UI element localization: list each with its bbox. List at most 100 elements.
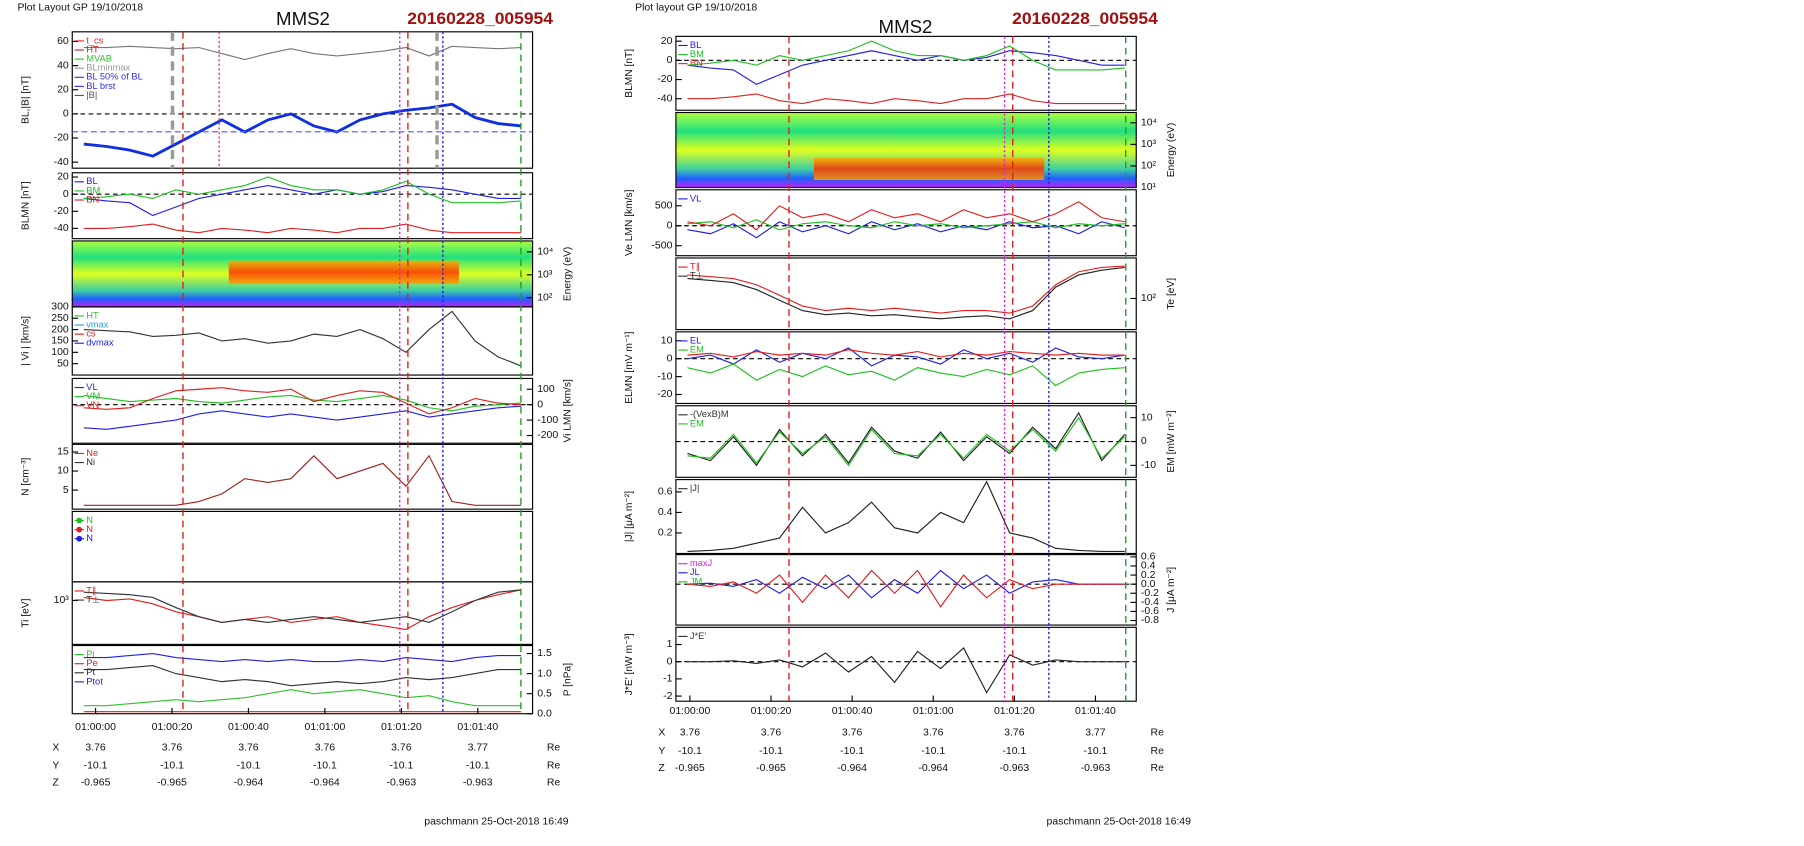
trace [83, 405, 522, 430]
x-tick-label: 01:00:20 [751, 706, 792, 717]
legend-entry: VL [86, 382, 97, 392]
coord-label: X [658, 728, 665, 739]
legend-entry: HT [86, 45, 99, 55]
trace [83, 310, 522, 367]
x-tick-label: 01:01:00 [913, 706, 954, 717]
legend-entry: t_cs [86, 35, 103, 45]
coord-unit: Re [547, 778, 561, 789]
legend-entry: T⊥ [86, 595, 100, 605]
y-tick-label: 0 [667, 55, 673, 66]
legend-entry: BN [690, 58, 703, 68]
spacecraft: MMS2 [276, 8, 330, 29]
coord-unit: Re [547, 743, 561, 754]
coord-value: -10.1 [840, 746, 864, 757]
panel-frame [71, 306, 534, 376]
y-tick-label: -20 [657, 74, 672, 85]
trace [83, 387, 522, 415]
trace [83, 652, 522, 663]
y-tick-label: 1.0 [537, 668, 552, 679]
coord-value: 3.76 [923, 728, 944, 739]
coord-value: -10.1 [160, 761, 184, 772]
y-tick-label: 5 [63, 485, 69, 496]
y-axis-label: Energy (eV) [562, 247, 573, 302]
y-tick-label: 10 [661, 336, 673, 347]
y-tick-label: -200 [537, 430, 558, 441]
y-axis-label: Energy (eV) [1166, 123, 1177, 178]
panel-frame [675, 331, 1137, 405]
y-tick-label: 0 [667, 354, 673, 365]
y-tick-label: 0 [667, 657, 673, 668]
coord-value: -0.964 [310, 778, 340, 789]
coord-value: 3.76 [1004, 728, 1025, 739]
panel-frame [71, 644, 534, 715]
x-tick-label: 01:01:00 [305, 722, 346, 733]
coord-unit: Re [1151, 728, 1165, 739]
y-tick-label: 10 [1141, 412, 1153, 423]
y-tick-label: 0 [63, 109, 69, 120]
trace [687, 265, 1125, 314]
y-tick-label: 0.6 [658, 487, 673, 498]
y-tick-label: -0.2 [1141, 588, 1159, 599]
trace [687, 93, 1125, 105]
y-tick-label: -0.6 [1141, 606, 1159, 617]
y-tick-label: -1 [663, 674, 673, 685]
y-tick-label: 10⁴ [1141, 118, 1157, 129]
y-tick-label: 15 [57, 447, 69, 458]
coord-label: Y [52, 761, 59, 772]
trace [83, 176, 522, 204]
footer: paschmann 25-Oct-2018 16:49 [1047, 816, 1192, 827]
legend-entry: JM [690, 576, 702, 586]
coord-value: -10.1 [759, 746, 783, 757]
y-tick-label: 10 [57, 466, 69, 477]
legend-entry: Ne [86, 448, 98, 458]
panel-frame [675, 626, 1137, 702]
trace [687, 411, 1126, 467]
legend-entry: N [86, 515, 93, 525]
x-tick-label: 01:00:40 [832, 706, 873, 717]
trace [83, 665, 522, 687]
trace [83, 589, 522, 624]
y-axis-label: | Vi | [km/s] [20, 316, 31, 366]
trace [687, 569, 1125, 608]
y-tick-label: 0 [667, 221, 673, 232]
coord-value: -0.965 [756, 763, 786, 774]
event-id: 20160228_005954 [1012, 8, 1158, 28]
y-tick-label: -0.4 [1141, 597, 1159, 608]
y-tick-label: 0.4 [658, 507, 673, 518]
coord-value: -10.1 [84, 761, 108, 772]
y-tick-label: 10² [537, 293, 553, 304]
legend-entry: vmax [86, 320, 109, 330]
y-tick-label: 1.5 [537, 648, 552, 659]
trace [83, 394, 522, 412]
y-tick-label: -20 [657, 389, 672, 400]
legend-entry: BL brst [86, 81, 116, 91]
y-tick-label: 1 [667, 639, 673, 650]
legend-entry: MVAB [86, 54, 112, 64]
coord-value: -0.965 [157, 778, 187, 789]
y-tick-label: -2 [663, 691, 673, 702]
legend-entry: J*E' [690, 631, 707, 641]
legend-entry: VM [86, 391, 100, 401]
coord-value: -0.964 [918, 763, 948, 774]
coord-value: -10.1 [1002, 746, 1026, 757]
panel-frame [675, 111, 1137, 189]
coord-value: 3.76 [85, 743, 106, 754]
y-tick-label: 200 [51, 324, 69, 335]
y-tick-label: 10³ [1141, 139, 1157, 150]
coord-value: -10.1 [313, 761, 337, 772]
legend-entry: VN [86, 400, 99, 410]
footer: paschmann 25-Oct-2018 16:49 [424, 816, 569, 827]
panel-frame [71, 510, 534, 583]
y-tick-label: -100 [537, 415, 558, 426]
trace [687, 40, 1125, 71]
legend-entry: BLminmax [86, 63, 130, 73]
y-tick-label: -20 [54, 133, 69, 144]
panel-frame [71, 377, 534, 444]
x-tick-label: 01:01:40 [457, 722, 498, 733]
legend-entry: BM [690, 49, 704, 59]
legend-entry: cs [86, 329, 96, 339]
panel-frame [71, 581, 534, 645]
trace [687, 221, 1125, 239]
y-axis-label: EM [mW m⁻²] [1166, 410, 1177, 472]
